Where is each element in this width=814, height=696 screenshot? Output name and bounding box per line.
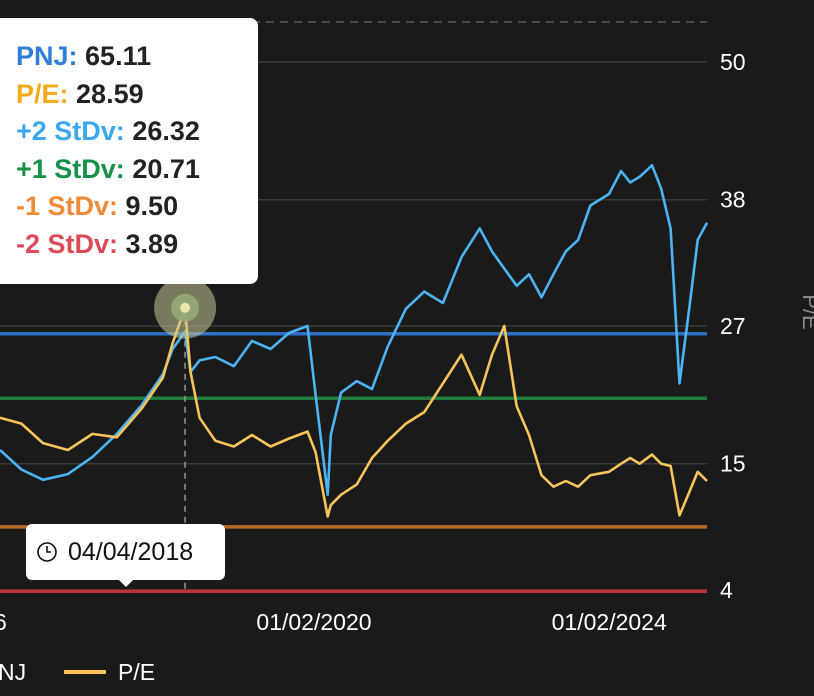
y-tick-label: 15 [720,451,746,477]
tooltip-label: -1 StDv: [16,191,119,221]
tooltip-value: 3.89 [125,228,179,259]
tooltip-row-minus1: -1 StDv: 9.50 [16,188,258,226]
date-tooltip-text: 04/04/2018 [68,537,194,566]
legend-item-pe[interactable]: P/E [118,659,155,685]
tooltip-label: +1 StDv: [16,153,125,184]
tooltip-value: 28.59 [76,78,144,109]
stdev-bands [0,332,707,594]
y-axis-ticks: 50 38 27 15 4 [720,49,746,603]
tooltip-row-plus1: +1 StDv: 20.71 [16,151,258,189]
x-axis-ticks: 6 01/02/2020 01/02/2024 [0,609,667,635]
y-tick-label: 50 [720,49,746,75]
y-tick-label: 38 [720,187,746,213]
tooltip-row-price: PNJ: 65.11 [16,38,258,76]
x-tick-label: 01/02/2024 [552,609,667,635]
tooltip-label: -2 StDv: [16,228,119,259]
tooltip-value: 20.71 [132,153,200,184]
tooltip-label: +2 StDv: [16,116,125,146]
y-tick-label: 4 [720,577,733,603]
tooltip-row-minus2: -2 StDv: 3.89 [16,226,258,264]
value-tooltip: PNJ: 65.11 P/E: 28.59 +2 StDv: 26.32 +1 … [0,18,258,284]
tooltip-value: 9.50 [125,191,179,221]
y-tick-label: 27 [720,313,746,339]
legend[interactable]: NJ P/E [0,659,155,685]
tooltip-label: P/E: [16,78,69,109]
tooltip-label: PNJ: [16,41,78,71]
hover-marker-dot [180,302,191,313]
x-tick-label: 01/02/2020 [256,609,371,635]
tooltip-row-pe: P/E: 28.59 [16,76,258,114]
y-axis-label: P/E [798,294,814,329]
legend-item-price[interactable]: NJ [0,659,26,685]
series-lines [0,164,709,518]
tooltip-value: 26.32 [132,116,200,146]
date-tooltip: 04/04/2018 [26,524,225,587]
series-line [0,164,709,497]
tooltip-value: 65.11 [85,41,152,71]
x-tick-label: 6 [0,609,7,635]
hover-marker [154,276,217,339]
tooltip-row-plus2: +2 StDv: 26.32 [16,113,258,151]
series-line [0,306,708,518]
clock-icon [37,542,57,562]
